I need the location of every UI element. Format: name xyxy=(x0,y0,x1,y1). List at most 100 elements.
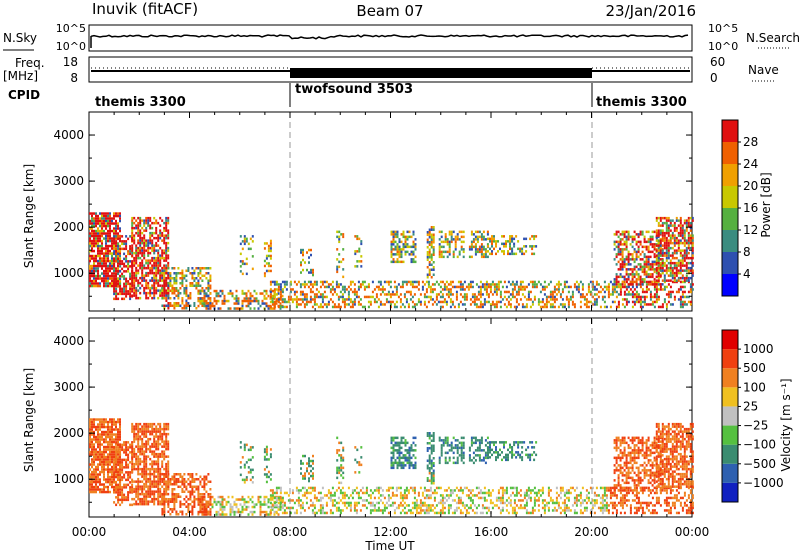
radar-cell xyxy=(673,295,676,299)
radar-cell xyxy=(159,422,162,426)
radar-cell xyxy=(593,288,596,291)
radar-cell xyxy=(497,283,500,286)
radar-cell xyxy=(163,452,166,456)
radar-cell xyxy=(103,264,105,268)
radar-cell xyxy=(671,234,674,237)
radar-cell xyxy=(343,285,346,289)
radar-cell xyxy=(669,261,672,265)
radar-cell xyxy=(651,263,654,266)
radar-cell xyxy=(177,272,180,275)
radar-cell xyxy=(444,235,447,239)
radar-cell xyxy=(319,303,322,306)
radar-cell xyxy=(125,242,128,246)
radar-cell xyxy=(487,285,490,289)
radar-cell xyxy=(125,483,128,487)
radar-cell xyxy=(117,420,119,424)
radar-cell xyxy=(157,234,160,237)
radar-cell xyxy=(155,286,158,290)
radar-cell xyxy=(645,280,648,284)
radar-cell xyxy=(329,290,332,294)
radar-cell xyxy=(525,237,528,241)
radar-cell xyxy=(361,283,364,286)
radar-cell xyxy=(125,240,128,243)
radar-cell xyxy=(657,256,660,260)
radar-cell xyxy=(625,263,628,266)
radar-cell xyxy=(189,473,192,476)
radar-cell xyxy=(477,293,480,296)
radar-cell xyxy=(173,473,176,476)
radar-cell xyxy=(203,493,206,496)
radar-cell xyxy=(471,300,474,304)
radar-cell xyxy=(129,503,132,507)
radar-cell xyxy=(181,299,184,302)
radar-cell xyxy=(147,216,150,220)
radar-cell xyxy=(191,513,194,516)
radar-cell xyxy=(165,497,168,501)
radar-cell xyxy=(145,216,148,220)
radar-cell xyxy=(651,268,654,271)
radar-cell xyxy=(297,280,300,284)
radar-cell xyxy=(675,216,678,220)
radar-cell xyxy=(175,272,178,275)
radar-cell xyxy=(153,259,156,262)
radar-cell xyxy=(139,241,142,245)
radar-cell xyxy=(167,447,170,451)
radar-cell xyxy=(141,497,144,501)
radar-cell xyxy=(509,298,512,301)
radar-cell xyxy=(101,239,103,243)
radar-cell xyxy=(219,307,222,310)
radar-cell xyxy=(617,305,620,309)
radar-cell xyxy=(175,493,178,496)
radar-cell xyxy=(191,493,194,496)
radar-cell xyxy=(161,478,164,481)
radar-cell xyxy=(113,275,116,278)
radar-cell xyxy=(667,229,670,232)
radar-cell xyxy=(633,300,636,304)
radar-cell xyxy=(119,287,122,291)
radar-cell xyxy=(629,268,632,271)
radar-cell xyxy=(119,262,122,266)
radar-cell xyxy=(205,505,208,508)
radar-cell xyxy=(159,432,162,436)
radar-cell xyxy=(141,266,144,270)
radar-cell xyxy=(643,298,646,301)
radar-cell xyxy=(117,440,119,444)
radar-cell xyxy=(637,263,640,266)
radar-cell xyxy=(155,480,158,483)
radar-cell xyxy=(123,290,126,293)
radar-cell xyxy=(645,295,648,299)
radar-cell xyxy=(101,435,103,439)
radar-cell xyxy=(621,298,624,301)
radar-cell xyxy=(407,303,410,306)
radar-cell xyxy=(639,265,642,269)
radar-cell xyxy=(151,234,154,237)
radar-cell xyxy=(141,219,144,222)
radar-cell xyxy=(203,292,206,295)
radar-cell xyxy=(289,283,292,286)
radar-cell xyxy=(135,291,138,295)
radar-cell xyxy=(665,231,668,235)
radar-cell xyxy=(667,279,670,282)
radar-cell xyxy=(611,293,614,296)
radar-cell xyxy=(121,478,124,482)
radar-cell xyxy=(340,233,343,236)
radar-cell xyxy=(414,260,417,264)
radar-cell xyxy=(121,486,124,489)
radar-cell xyxy=(396,243,399,246)
radar-cell xyxy=(482,248,485,251)
radar-cell xyxy=(167,480,170,483)
radar-cell xyxy=(563,280,566,284)
radar-cell xyxy=(89,435,91,439)
radar-cell xyxy=(147,437,150,441)
radar-cell xyxy=(667,300,670,304)
radar-cell xyxy=(617,240,620,244)
radar-cell xyxy=(95,450,97,454)
radar-cell xyxy=(261,299,264,303)
radar-cell xyxy=(458,253,461,256)
radar-cell xyxy=(633,230,636,234)
radar-cell xyxy=(665,279,668,282)
radar-cell xyxy=(468,245,471,249)
radar-cell xyxy=(179,500,182,503)
radar-cell xyxy=(667,226,670,230)
radar-cell xyxy=(153,482,156,486)
